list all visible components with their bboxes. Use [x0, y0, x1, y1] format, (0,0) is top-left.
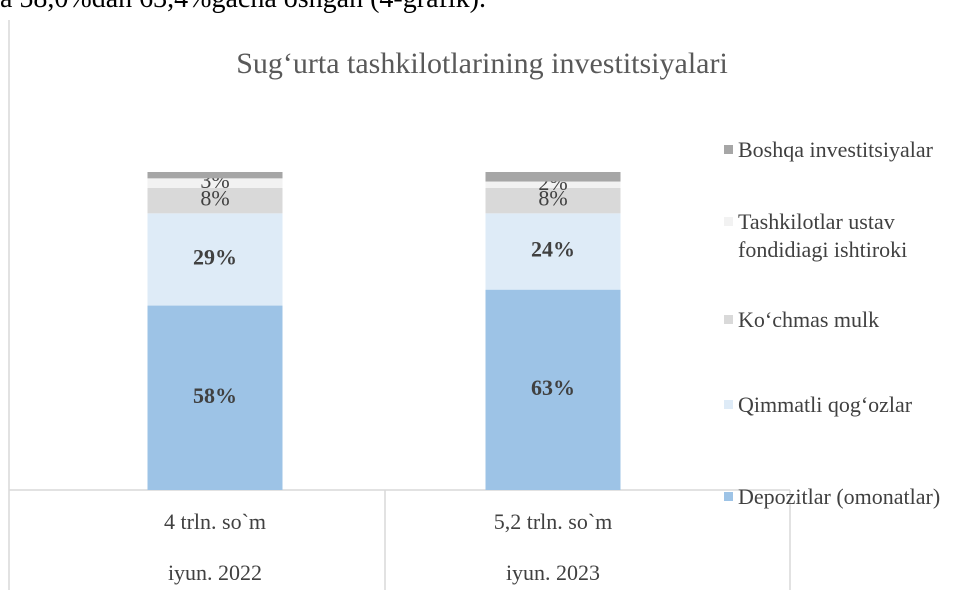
- legend-entry: Depozitlar (omonatlar): [724, 483, 952, 511]
- bar-segment: [485, 289, 621, 490]
- legend-swatch: [724, 315, 733, 324]
- legend-swatch: [724, 492, 733, 501]
- legend-entry: Ko‘chmas mulk: [724, 306, 952, 334]
- x-tick-label: 4 trln. so`m: [164, 509, 266, 534]
- data-label: 29%: [193, 244, 237, 269]
- x-group-label: iyun. 2023: [506, 560, 600, 585]
- data-label: 8%: [538, 186, 567, 211]
- bar-segment: [485, 172, 621, 182]
- legend-label: Qimmatli qog‘ozlar: [738, 392, 913, 417]
- legend-entry: Tashkilotlar ustav fondidiagi ishtiroki: [724, 208, 952, 264]
- bar-segment: [147, 305, 283, 490]
- legend-label: Boshqa investitsiyalar: [738, 137, 933, 162]
- x-group-label: iyun. 2022: [168, 560, 262, 585]
- data-label: 8%: [200, 186, 229, 211]
- legend-label: Depozitlar (omonatlar): [738, 484, 941, 509]
- bar-segment: [485, 187, 621, 214]
- chart-title: Sug‘urta tashkilotlarining investitsiyal…: [236, 47, 728, 80]
- legend-label: Ko‘chmas mulk: [738, 307, 880, 332]
- legend-label: Tashkilotlar ustav fondidiagi ishtiroki: [738, 209, 908, 262]
- header-text: a 58,0%dan 63,4%gacha oshgan (4-grafik).: [0, 0, 486, 15]
- data-label: 63%: [531, 375, 575, 400]
- data-label: 3%: [200, 168, 229, 193]
- bar-segment: [485, 181, 621, 188]
- data-label: 58%: [193, 383, 237, 408]
- x-tick-label: 5,2 trln. so`m: [494, 509, 613, 534]
- bar-segment: [147, 187, 283, 214]
- legend-swatch: [724, 400, 733, 409]
- bar-segment: [485, 213, 621, 290]
- legend-entry: Boshqa investitsiyalar: [724, 136, 952, 164]
- legend-swatch: [724, 145, 733, 154]
- data-label: 24%: [531, 237, 575, 262]
- bar-segment: [147, 178, 283, 188]
- bar-segment: [147, 172, 283, 179]
- bar-segment: [147, 213, 283, 306]
- legend-entry: Qimmatli qog‘ozlar: [724, 391, 952, 419]
- legend-swatch: [724, 217, 733, 226]
